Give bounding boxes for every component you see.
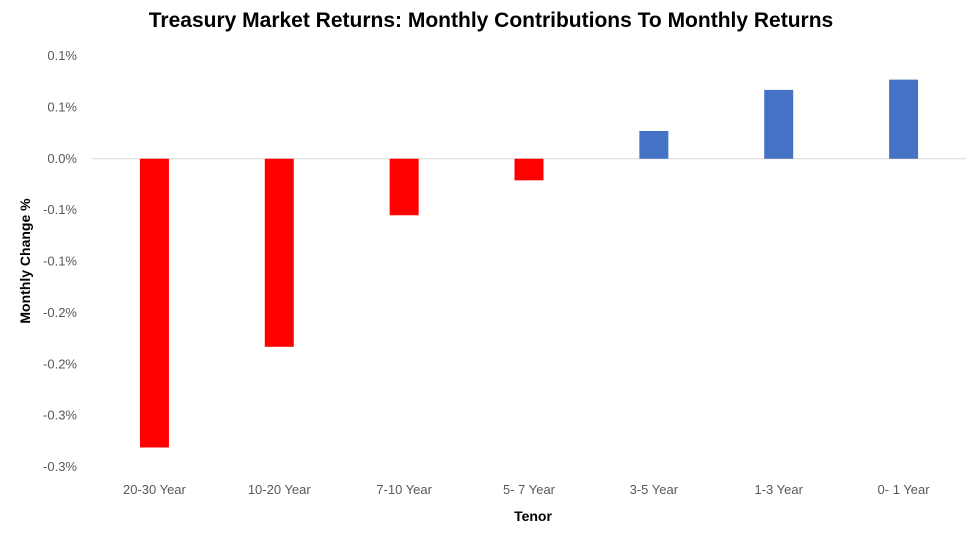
bar xyxy=(514,158,544,181)
bars xyxy=(139,79,919,448)
y-tick-label: -0.1% xyxy=(43,254,77,269)
y-tick-label: 0.1% xyxy=(47,48,77,63)
bar xyxy=(264,158,294,347)
x-axis-ticks: 20-30 Year 10-20 Year 7-10 Year 5- 7 Year 3-… xyxy=(123,482,930,497)
y-tick-label: -0.1% xyxy=(43,202,77,217)
bar xyxy=(139,158,169,448)
x-axis-title: Tenor xyxy=(514,508,552,524)
x-tick-label: 0- 1 Year xyxy=(878,482,931,497)
y-tick-label: -0.2% xyxy=(43,305,77,320)
y-tick-label: -0.3% xyxy=(43,459,77,474)
bar xyxy=(389,158,419,216)
bar xyxy=(639,131,669,159)
y-tick-label: 0.0% xyxy=(47,151,77,166)
x-tick-label: 7-10 Year xyxy=(376,482,432,497)
bar xyxy=(889,79,919,159)
chart-title: Treasury Market Returns: Monthly Contrib… xyxy=(149,9,833,32)
y-tick-label: -0.3% xyxy=(43,408,77,423)
y-tick-label: 0.1% xyxy=(47,99,77,114)
x-tick-label: 20-30 Year xyxy=(123,482,187,497)
y-tick-label: -0.2% xyxy=(43,356,77,371)
x-tick-label: 5- 7 Year xyxy=(503,482,556,497)
y-axis-title: Monthly Change % xyxy=(17,198,33,324)
x-tick-label: 3-5 Year xyxy=(630,482,679,497)
x-tick-label: 10-20 Year xyxy=(248,482,312,497)
bar xyxy=(764,89,794,159)
y-axis-ticks: 0.1% 0.1% 0.0% -0.1% -0.1% -0.2% -0.2% -0.3% -0.… xyxy=(43,48,77,474)
x-tick-label: 1-3 Year xyxy=(754,482,803,497)
